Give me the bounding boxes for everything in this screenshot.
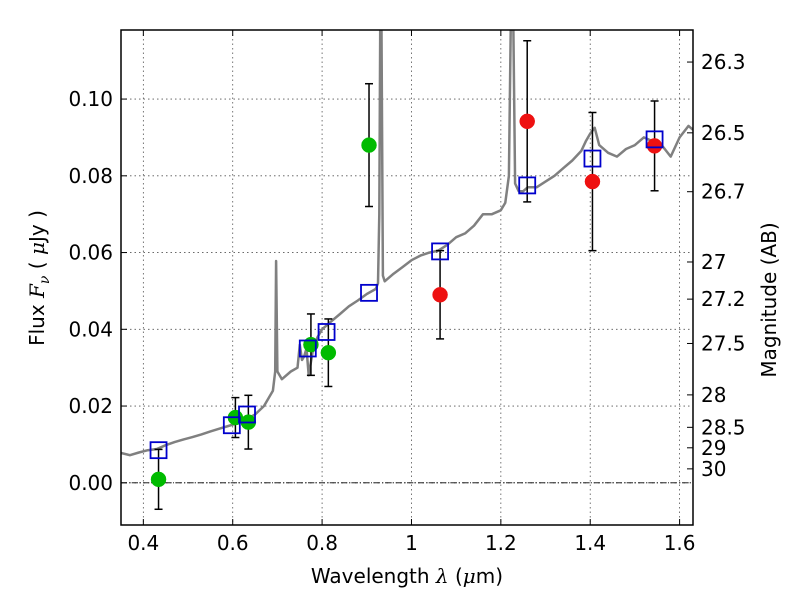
x-tick-label: 0.4	[127, 531, 159, 555]
x-tick-label: 0.8	[306, 531, 338, 555]
model-boxes	[149, 130, 664, 460]
x-tick-label: 0.6	[217, 531, 249, 555]
mag-tick-label: 30	[701, 457, 726, 481]
model-box	[360, 283, 378, 302]
y-tick-label: 0.04	[68, 317, 113, 341]
model-box	[317, 323, 336, 341]
mag-tick-label: 28.5	[701, 415, 746, 439]
y-tick-label: 0.00	[68, 471, 113, 495]
mag-tick-label: 27.2	[701, 287, 746, 311]
model-box	[149, 441, 168, 460]
grid-lines	[121, 30, 693, 525]
model-box	[238, 405, 256, 424]
mag-tick-label: 26.3	[701, 50, 746, 74]
red-data-point	[584, 173, 601, 190]
green-data-point	[320, 344, 337, 361]
x-axis-paren: (	[449, 564, 463, 588]
data-markers	[150, 113, 663, 488]
model-box	[645, 130, 664, 149]
y-tick-label: 0.06	[68, 241, 113, 265]
axis-ticks: 0.4 0.6 0.8 1 1.2 1.4 1.6 0.00 0.02 0.04 0.06 0.08 0…	[68, 30, 746, 555]
model-box	[298, 339, 317, 358]
mag-tick-label: 26.5	[701, 121, 746, 145]
y-axis-f: F	[25, 283, 49, 299]
model-box	[583, 149, 602, 168]
x-axis-label-text: Wavelength	[311, 564, 436, 588]
mag-tick-label: 26.7	[701, 180, 746, 204]
x-axis-lambda: λ	[435, 564, 449, 588]
x-tick-label: 1.2	[485, 531, 517, 555]
x-axis-label: Wavelength λ (μm)	[311, 564, 503, 588]
y-tick-label: 0.02	[68, 394, 113, 418]
y-axis-label-text: Flux	[25, 298, 49, 346]
y-axis-unit: Jy )	[25, 210, 49, 244]
mag-tick-label: 29	[701, 436, 726, 460]
y-axis-nu: ν	[37, 275, 53, 284]
mag-tick-label: 28	[701, 383, 726, 407]
model-box	[518, 176, 537, 195]
x-tick-label: 1.4	[574, 531, 606, 555]
y-tick-label: 0.08	[68, 164, 113, 188]
model-box	[222, 416, 241, 435]
y-axis-paren: (	[25, 255, 49, 276]
model-box	[431, 242, 449, 261]
green-data-point	[361, 137, 377, 153]
error-bars	[154, 39, 659, 511]
x-tick-label: 1	[405, 531, 418, 555]
y-axis-mu: μ	[25, 242, 49, 255]
y-axis-label: Flux Fν ( μJy )	[25, 210, 53, 346]
right-axis-label: Magnitude (AB)	[757, 222, 781, 377]
y-tick-label: 0.10	[68, 87, 113, 111]
x-tick-label: 1.6	[664, 531, 696, 555]
red-data-point	[519, 113, 535, 130]
red-data-point	[432, 287, 448, 303]
red-data-point	[646, 138, 663, 154]
mag-tick-label: 27.5	[701, 331, 746, 355]
plot-area	[121, 30, 693, 511]
x-axis-unit: m)	[476, 564, 503, 588]
mag-tick-label: 27	[701, 250, 726, 274]
x-axis-mu: μ	[463, 564, 476, 588]
green-data-point	[150, 471, 167, 488]
plot-frame	[120, 29, 694, 526]
